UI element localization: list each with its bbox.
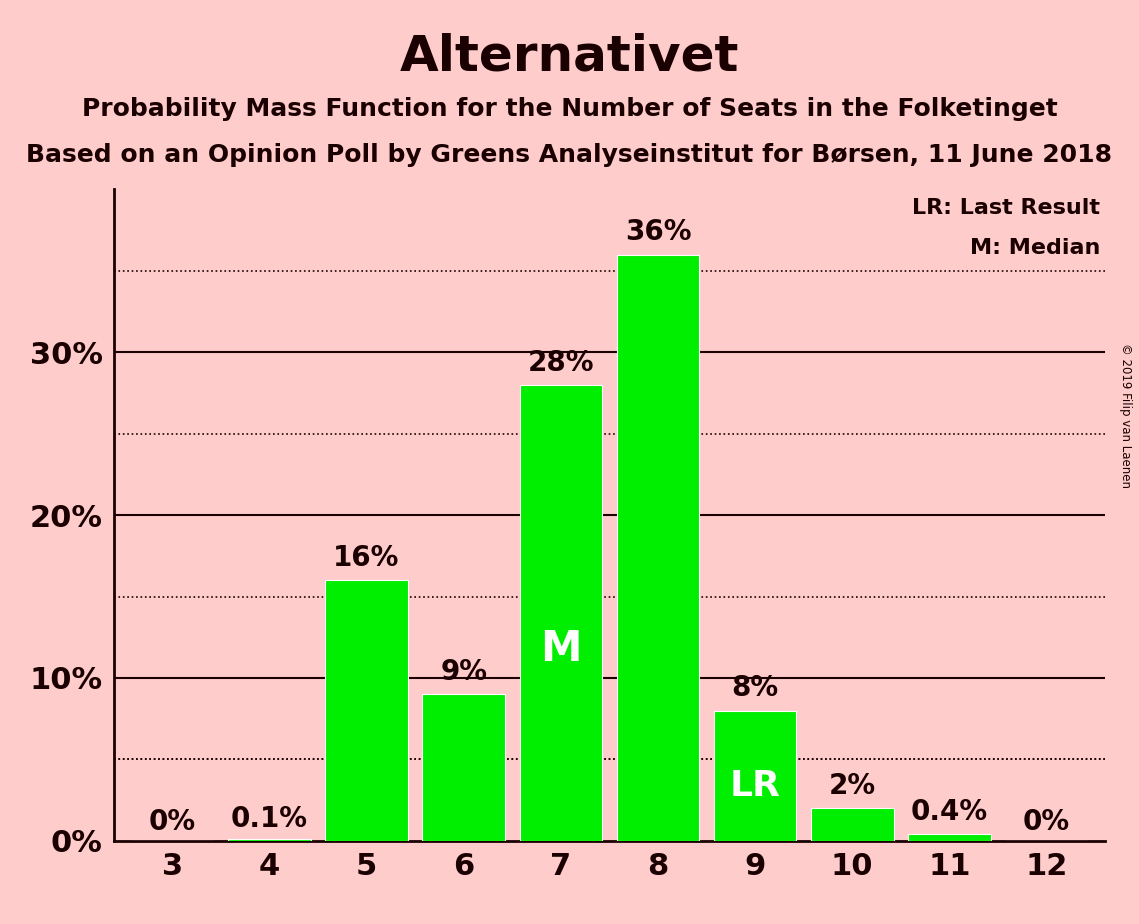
Bar [714,711,796,841]
Text: 8%: 8% [731,675,779,702]
Text: M: M [540,628,582,670]
Text: 2%: 2% [829,772,876,800]
Text: 28%: 28% [527,348,595,377]
Bar [519,384,603,841]
Text: 36%: 36% [624,218,691,247]
Text: 0.4%: 0.4% [911,798,988,826]
Text: M: Median: M: Median [969,238,1100,259]
Text: 0.1%: 0.1% [231,805,308,833]
Bar [811,808,893,841]
Text: 16%: 16% [334,544,400,572]
Text: Probability Mass Function for the Number of Seats in the Folketinget: Probability Mass Function for the Number… [82,97,1057,121]
Text: 9%: 9% [440,658,487,687]
Bar [423,694,505,841]
Bar [908,834,991,841]
Text: Alternativet: Alternativet [400,32,739,80]
Text: 0%: 0% [148,808,196,836]
Text: 0%: 0% [1023,808,1071,836]
Text: Based on an Opinion Poll by Greens Analyseinstitut for Børsen, 11 June 2018: Based on an Opinion Poll by Greens Analy… [26,143,1113,167]
Bar [326,580,408,841]
Bar [616,254,699,841]
Text: LR: Last Result: LR: Last Result [912,198,1100,217]
Text: © 2019 Filip van Laenen: © 2019 Filip van Laenen [1118,344,1132,488]
Bar [228,839,311,841]
Text: LR: LR [730,769,780,803]
